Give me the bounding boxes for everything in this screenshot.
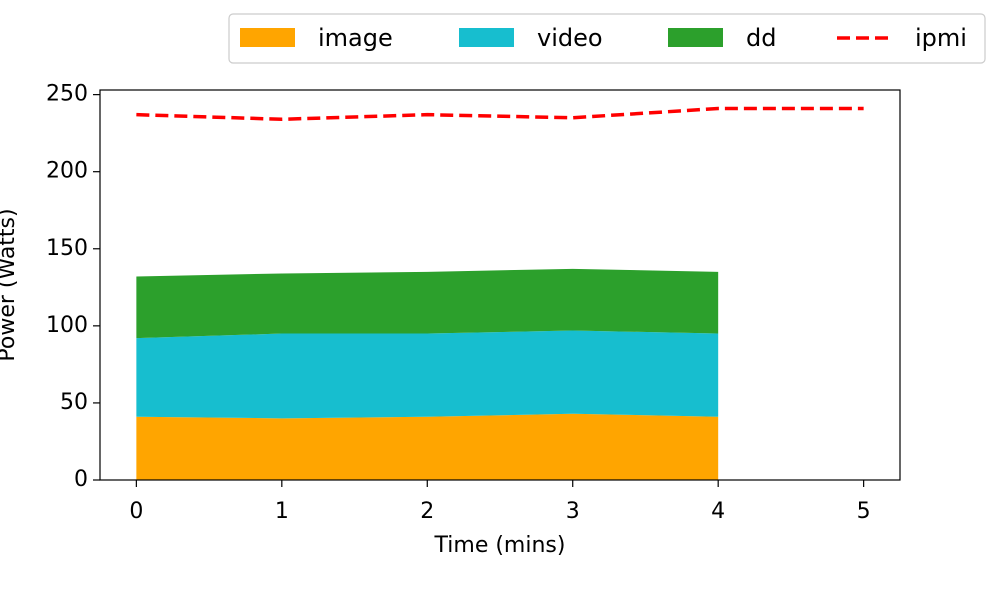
y-tick-label: 250 <box>46 82 88 107</box>
legend-label: dd <box>746 24 776 52</box>
y-tick-label: 50 <box>60 390 88 415</box>
legend-label: image <box>318 24 393 52</box>
legend-label: video <box>537 24 603 52</box>
y-tick-label: 200 <box>46 159 88 184</box>
line <box>136 106 864 122</box>
plot-frame <box>99 89 901 481</box>
y-tick-label: 0 <box>74 467 88 492</box>
legend: image video dd ipmi <box>228 13 986 64</box>
y-axis-label: Power (Watts) <box>0 208 20 361</box>
area <box>136 330 719 419</box>
area <box>136 268 719 339</box>
legend-swatch <box>668 28 723 47</box>
x-tick-label: 2 <box>420 499 434 524</box>
x-tick-label: 5 <box>857 499 871 524</box>
legend-label: ipmi <box>915 24 967 52</box>
legend-swatch <box>240 28 295 47</box>
x-axis-label: Time (mins) <box>434 533 566 558</box>
y-tick-label: 150 <box>46 236 88 261</box>
legend-frame <box>228 13 986 64</box>
y-tick-label: 100 <box>46 313 88 338</box>
area <box>136 413 719 480</box>
x-tick-label: 3 <box>566 499 580 524</box>
legend-swatch <box>459 28 514 47</box>
x-tick-label: 4 <box>711 499 725 524</box>
x-tick-label: 1 <box>275 499 289 524</box>
x-tick-label: 0 <box>129 499 143 524</box>
